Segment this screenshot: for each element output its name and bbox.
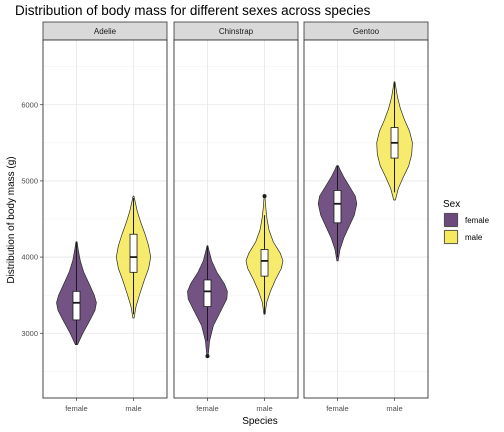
facet-strip-label: Chinstrap [219, 27, 254, 36]
box-iqr [72, 290, 81, 321]
outlier-point [205, 354, 210, 359]
y-tick-label: 6000 [21, 100, 38, 109]
x-tick-label: male [125, 404, 141, 413]
y-axis: 3000 4000 5000 6000 [21, 100, 43, 338]
outlier-point [262, 194, 267, 199]
box-iqr [129, 233, 138, 273]
y-tick-label: 5000 [21, 177, 38, 186]
y-tick-label: 3000 [21, 329, 38, 338]
x-tick-label: female [196, 404, 219, 413]
box-iqr [260, 249, 269, 277]
facet-strip-label: Gentoo [353, 27, 380, 36]
legend-key-male [444, 230, 458, 244]
facet-chinstrap: Chinstrap female male [173, 21, 299, 413]
box-iqr [203, 279, 212, 307]
x-tick-label: male [256, 404, 272, 413]
legend-label-female: female [465, 216, 490, 225]
facet-adelie: Adelie female male [42, 21, 168, 413]
panel-border [42, 39, 168, 399]
facet-gentoo: Gentoo female male [303, 21, 429, 413]
x-tick-label: female [326, 404, 349, 413]
panel-border [173, 39, 299, 399]
x-tick-label: male [386, 404, 402, 413]
box-iqr [333, 190, 342, 224]
chart-title: Distribution of body mass for different … [15, 3, 371, 18]
facet-strip-label: Adelie [94, 27, 117, 36]
y-axis-title: Distribution of body mass (g) [6, 156, 17, 283]
legend-title: Sex [443, 199, 460, 210]
panel-border [303, 39, 429, 399]
legend: Sex female male [443, 199, 490, 245]
y-tick-label: 4000 [21, 253, 38, 262]
x-tick-label: female [65, 404, 88, 413]
legend-label-male: male [465, 233, 483, 242]
legend-key-female [444, 213, 458, 227]
x-axis-title: Species [242, 416, 278, 427]
